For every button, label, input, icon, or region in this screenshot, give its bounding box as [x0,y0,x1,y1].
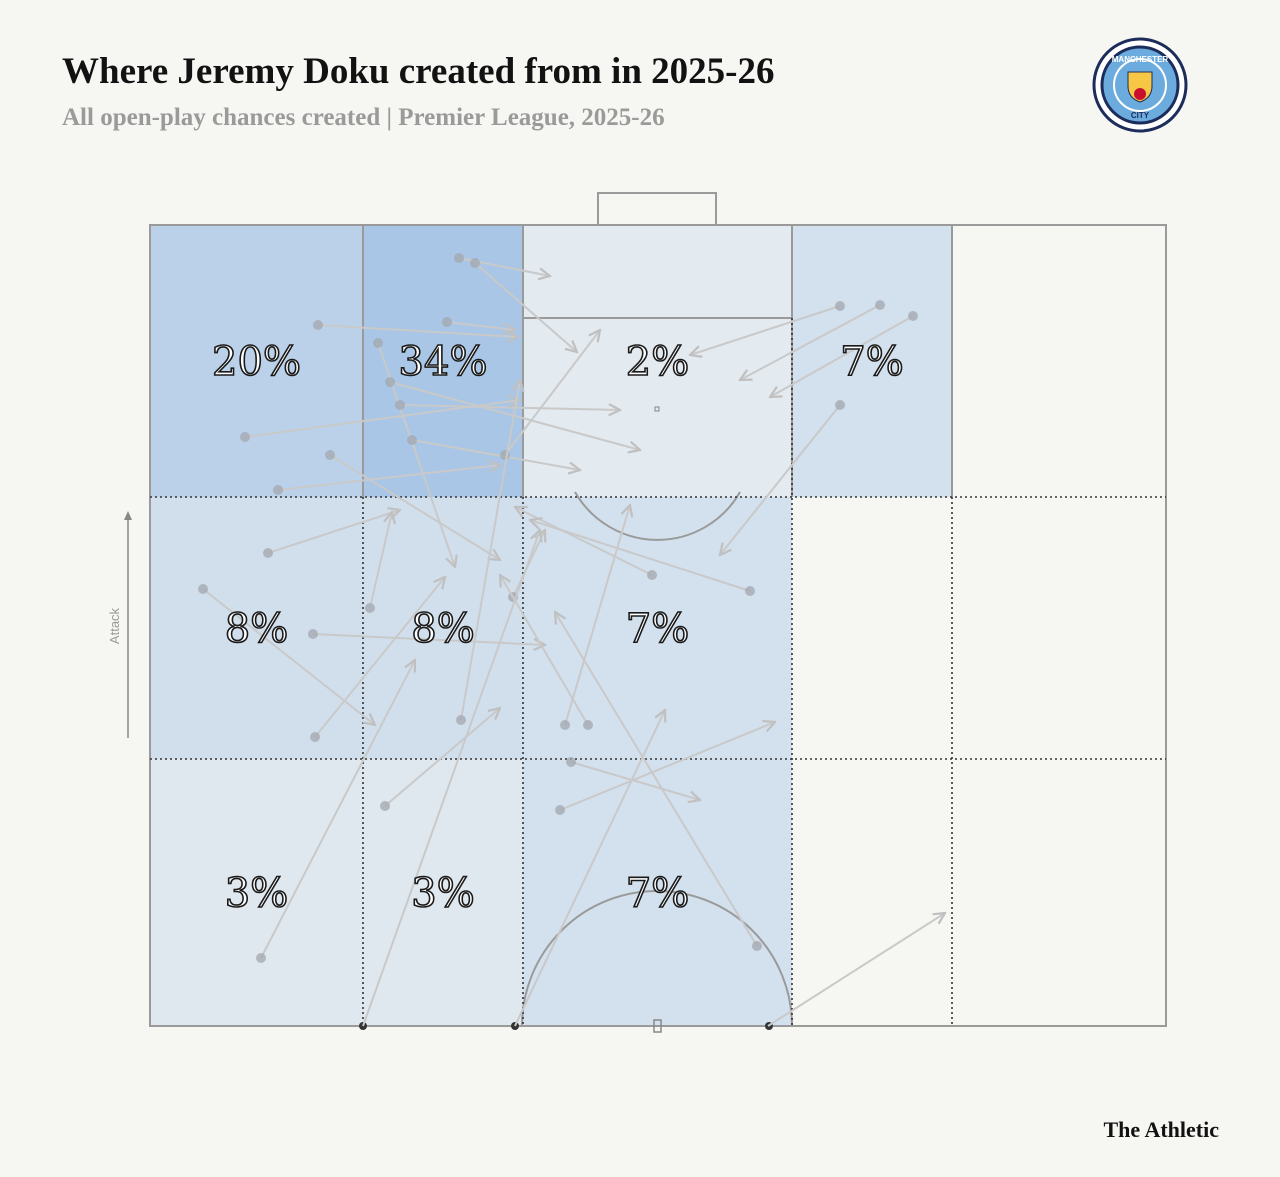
attack-direction: Attack [107,511,132,738]
zone-label: 3% [225,871,288,917]
zone-label: 7% [626,606,689,652]
zone [150,759,363,1026]
zone [792,225,952,497]
zone-label: 7% [840,339,903,385]
title: Where Jeremy Doku created from in 2025-2… [62,51,774,92]
zone-label: 2% [626,339,689,385]
zone [150,497,363,759]
zone-labels: 20% 34% 2% 7% 8% 8% 7% 3% 3% 7% [211,338,904,917]
subtitle: All open-play chances created | Premier … [62,104,665,131]
zone-label: 7% [626,871,689,917]
zone-label: 8% [411,606,474,652]
zone-label: 20% [212,339,301,385]
pitch [149,192,1167,1033]
zone [523,759,792,1026]
source: The Athletic [1104,1117,1220,1142]
badge-bottom: CITY [1131,111,1150,120]
zone-label: 3% [411,871,474,917]
badge: MANCHESTER CITY [1092,37,1188,133]
zone [523,225,792,497]
chance-arrows [198,253,945,1027]
axis-label: Attack [107,607,122,644]
badge-top: MANCHESTER [1112,55,1169,64]
zone-label: 34% [399,339,488,385]
zone-label: 8% [225,606,288,652]
zone [363,225,523,497]
